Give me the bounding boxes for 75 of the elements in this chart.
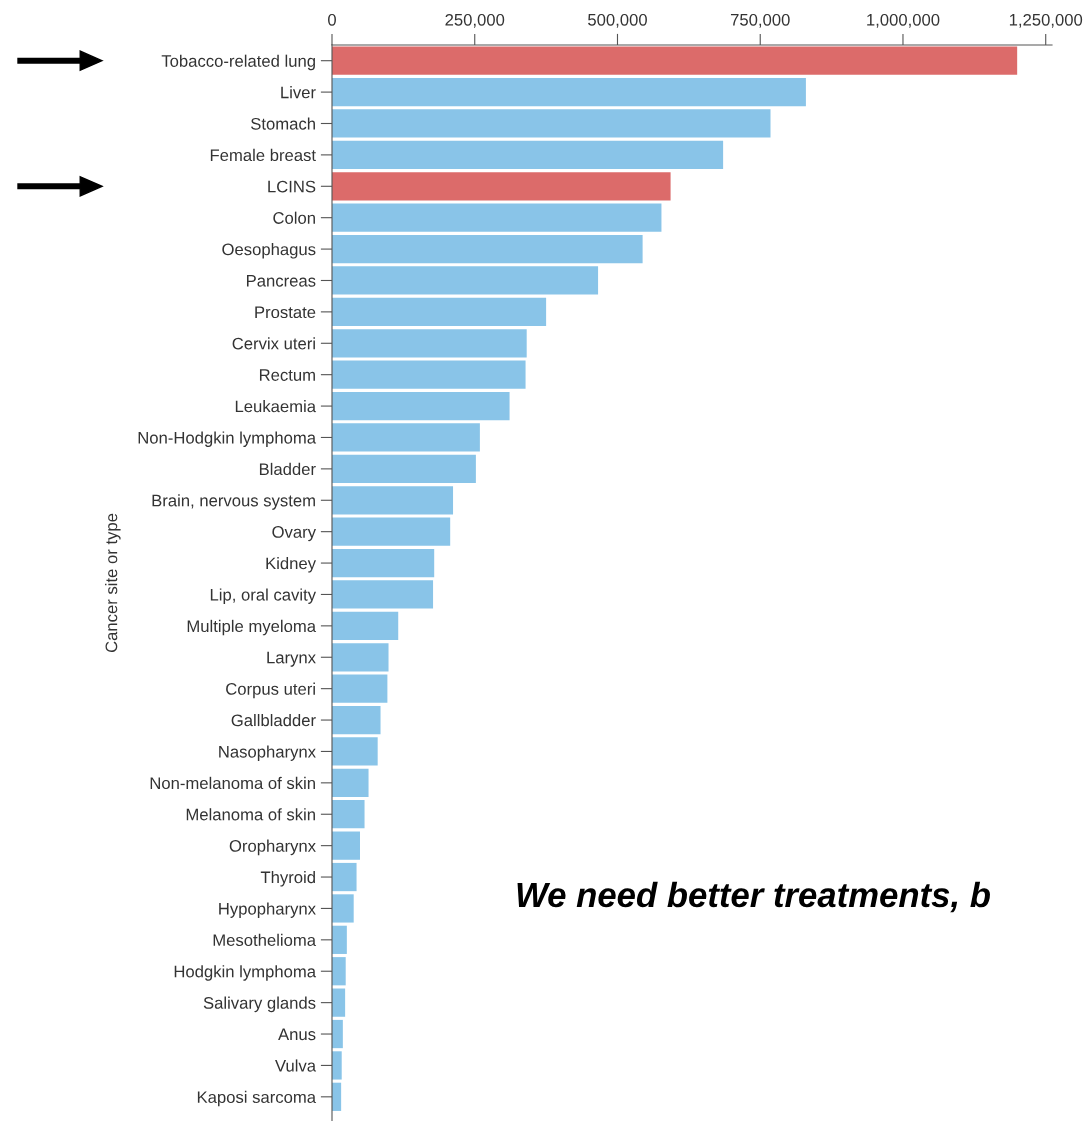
bar <box>332 705 381 735</box>
y-tick-label: Brain, nervous system <box>152 494 315 510</box>
bar <box>332 234 643 264</box>
bar <box>332 77 806 107</box>
bar <box>332 360 526 389</box>
bar <box>332 894 354 923</box>
bar <box>332 140 724 170</box>
y-tick-label: Salivary glands <box>203 996 316 1013</box>
bar <box>332 172 671 201</box>
bar <box>332 203 662 232</box>
bar <box>332 266 599 295</box>
y-axis-title: Cancer site or type <box>105 513 121 653</box>
y-tick-label: Leukaemia <box>235 400 317 413</box>
x-tick-label: 1,250,000 <box>1009 13 1083 28</box>
annotation: We need better treatments, b <box>517 881 990 913</box>
y-tick-label: Multiple myeloma <box>187 619 317 636</box>
y-tick-label: Rectum <box>259 369 315 381</box>
y-tick-label: Kidney <box>266 557 316 573</box>
bar <box>332 329 527 358</box>
bar <box>332 800 365 829</box>
y-tick-label: Cervix uteri <box>232 337 315 350</box>
y-tick-label: Hypopharynx <box>219 902 316 918</box>
y-tick-label: Nasopharynx <box>219 745 316 761</box>
y-tick-label: Liver <box>281 86 316 99</box>
y-tick-label: Female breast <box>210 148 316 162</box>
y-tick-label: Oropharynx <box>229 839 316 856</box>
y-tick-label: LCINS <box>268 180 316 193</box>
bar <box>332 988 346 1017</box>
y-tick-label: Mesothelioma <box>213 933 317 947</box>
bar <box>332 486 454 515</box>
bar <box>332 297 547 327</box>
x-tick-label: 0 <box>328 13 336 26</box>
bar <box>332 109 771 138</box>
bar <box>332 611 399 640</box>
x-tick-label: 500,000 <box>588 13 647 28</box>
y-tick-label: Hodgkin lymphoma <box>174 965 317 981</box>
x-tick-label: 750,000 <box>730 13 790 28</box>
y-tick-label: Melanoma of skin <box>186 808 315 821</box>
y-tick-label: Gallbladder <box>231 714 316 727</box>
bar <box>332 423 480 452</box>
y-tick-label: Lip, oral cavity <box>210 588 316 604</box>
bar <box>332 517 451 546</box>
y-tick-label: Non-Hodgkin lymphoma <box>138 431 317 447</box>
bar <box>332 580 434 609</box>
y-tick-label: Non-melanoma of skin <box>150 776 315 790</box>
y-tick-label: Pancreas <box>246 275 316 287</box>
y-tick-label: Oesophagus <box>222 243 316 259</box>
bar <box>332 768 369 797</box>
bar <box>332 548 435 578</box>
bar <box>332 454 476 483</box>
y-tick-label: Colon <box>273 211 315 224</box>
bar <box>332 1019 343 1049</box>
bar <box>332 391 510 421</box>
bar <box>332 643 389 672</box>
y-tick-label: Anus <box>278 1028 316 1041</box>
x-tick-label: 1,000,000 <box>867 13 940 28</box>
bar <box>332 737 378 766</box>
y-tick-label: Kaposi sarcoma <box>197 1090 317 1107</box>
x-tick-label: 250,000 <box>445 13 505 28</box>
y-tick-label: Thyroid <box>260 871 315 887</box>
y-tick-label: Tobacco-related lung <box>161 54 315 71</box>
bar <box>332 1051 342 1080</box>
y-tick-label: Vulva <box>275 1059 317 1072</box>
y-tick-label: Stomach <box>251 117 315 130</box>
bar <box>332 925 347 954</box>
bar <box>332 46 1018 75</box>
bar <box>332 862 357 892</box>
y-tick-label: Corpus uteri <box>226 682 315 699</box>
bar <box>332 831 360 860</box>
y-tick-label: Ovary <box>272 526 316 542</box>
bar <box>332 674 388 703</box>
y-tick-label: Larynx <box>267 651 316 667</box>
y-tick-label: Prostate <box>255 306 316 319</box>
y-tick-label: Bladder <box>259 462 316 476</box>
bar <box>332 957 346 986</box>
